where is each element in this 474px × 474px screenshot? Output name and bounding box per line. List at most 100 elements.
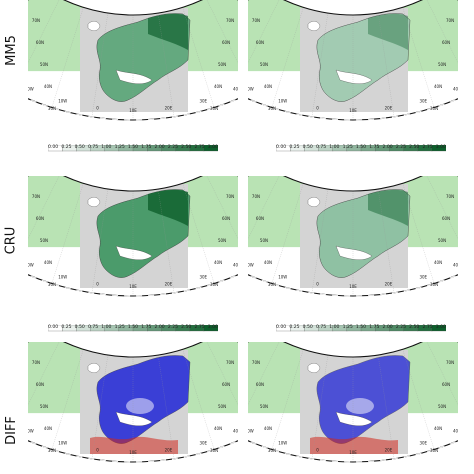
colorbar-tick-label: 1.50 <box>355 325 367 330</box>
meridian-line <box>182 349 215 450</box>
map-frame <box>28 176 238 297</box>
map-frame <box>248 176 458 297</box>
latitude-label: 70N <box>252 360 260 365</box>
latitude-label: 30N <box>430 106 438 111</box>
map-panel-cru-right: 30W20W10W010E20E30E40E50E30N30N40N40N50N… <box>248 176 458 308</box>
colorbar-tick-label: 0.25 <box>61 145 72 150</box>
colorbar-tick-label: 1.00 <box>101 325 112 330</box>
latitude-label: 40N <box>44 84 52 89</box>
colorbar-tick-label: 0.00 <box>48 325 59 330</box>
longitude-label: 40E <box>233 429 238 434</box>
mediterranean-sea <box>115 245 153 260</box>
longitude-label: 10W <box>58 440 67 445</box>
meridian-line <box>91 355 109 459</box>
colorbar-tick-label: 2.00 <box>382 325 393 330</box>
latitude-label: 70N <box>226 194 234 199</box>
colorbar-tick-label: 2.25 <box>395 325 407 330</box>
colorbar-tick-label: 1.25 <box>114 145 125 150</box>
map-frame <box>248 342 458 463</box>
longitude-label: 20W <box>28 87 34 92</box>
colorbar-tick-label: 1.00 <box>329 325 340 330</box>
longitude-label: 10W <box>278 274 287 279</box>
meridian-line <box>425 176 458 269</box>
colorbar-tick-label: 2.50 <box>181 145 192 150</box>
latitude-label: 40N <box>434 260 442 265</box>
latitude-label: 60N <box>222 40 230 45</box>
latitude-label: 30N <box>210 282 218 287</box>
latitude-label: 30N <box>210 106 218 111</box>
longitude-label: 0 <box>96 282 99 287</box>
latitude-label: 70N <box>252 18 260 23</box>
british-isles <box>87 21 101 31</box>
southern-red-anomaly <box>310 436 398 454</box>
colorbar-tick-label: 1.75 <box>369 325 380 330</box>
map-svg: 30W20W10W010E20E30E40E50E30N30N40N40N50N… <box>248 0 458 121</box>
longitude-label: 10E <box>349 450 357 455</box>
mediterranean-sea <box>115 411 153 426</box>
latitude-label: 30N <box>268 106 276 111</box>
meridian-line <box>28 342 61 435</box>
colorbar-tick-label: 2.25 <box>167 145 179 150</box>
longitude-label: 10E <box>129 284 137 289</box>
map-panel-diff-right: 30W20W10W010E20E30E40E50E30N30N40N40N50N… <box>248 342 458 474</box>
latitude-label: 40N <box>434 84 442 89</box>
row-label-cru: CRU <box>0 200 22 280</box>
latitude-label: 30N <box>48 448 56 453</box>
map-content <box>248 342 458 463</box>
longitude-label: 10W <box>278 98 287 103</box>
map-panel-mm5-right: 30W20W10W010E20E30E40E50E30N30N40N40N50N… <box>248 0 458 132</box>
latitude-label: 50N <box>438 62 446 67</box>
latitude-label: 70N <box>32 360 40 365</box>
mediterranean-sea <box>335 411 373 426</box>
british-isles <box>307 21 321 31</box>
longitude-label: 20W <box>248 429 254 434</box>
longitude-label: 10W <box>58 98 67 103</box>
colorbar-tick-label: 0.25 <box>289 325 300 330</box>
colorbar-tick-label: 2.25 <box>395 145 407 150</box>
mediterranean-sea <box>115 69 153 84</box>
longitude-label: 30E <box>419 98 427 103</box>
meridian-line <box>402 183 435 284</box>
longitude-label: 20W <box>248 87 254 92</box>
map-content <box>28 342 238 463</box>
northeast-shade <box>368 13 408 50</box>
latitude-label: 70N <box>446 360 454 365</box>
meridian-line <box>205 0 238 93</box>
colorbar-ticks: 0.00 0.25 0.50 0.75 1.00 1.25 1.50 1.75 2.00 2.25… <box>276 145 446 154</box>
longitude-label: 40E <box>453 87 458 92</box>
meridian-line <box>248 342 281 435</box>
longitude-label: 0 <box>96 448 99 453</box>
meridian-line <box>157 189 175 293</box>
meridian-line <box>377 189 395 293</box>
colorbar-tick-label: 0.50 <box>74 145 85 150</box>
british-isles <box>307 363 321 373</box>
latitude-label: 40N <box>44 260 52 265</box>
colorbar-tick-label: 0.50 <box>302 145 313 150</box>
longitude-label: 0 <box>316 448 319 453</box>
colorbar-cru-right: 0.00 0.25 0.50 0.75 1.00 1.25 1.50 1.75 2.00 2.25… <box>275 318 447 332</box>
row-label-text: CRU <box>3 226 19 254</box>
latitude-label: 30N <box>48 282 56 287</box>
latitude-label: 50N <box>438 404 446 409</box>
meridian-line <box>205 176 238 269</box>
meridian-line <box>157 355 175 459</box>
colorbar-gradient <box>47 144 219 152</box>
colorbar-mm5-left: 0.00 0.25 0.50 0.75 1.00 1.25 1.50 1.75 2.00 2.25… <box>47 138 219 152</box>
colorbar-tick-label: 1.00 <box>101 145 112 150</box>
longitude-label: 0 <box>96 106 99 111</box>
latitude-label: 60N <box>442 216 450 221</box>
colorbar-tick-label: 2.75 <box>194 145 205 150</box>
colorbar-gradient <box>275 324 447 332</box>
meridian-line <box>311 355 329 459</box>
latitude-label: 50N <box>438 238 446 243</box>
map-frame <box>28 342 238 463</box>
map-frame <box>248 0 458 121</box>
colorbar-tick-label: 0.00 <box>48 145 59 150</box>
colorbar-tick-label: 1.25 <box>342 145 353 150</box>
meridian-line <box>377 355 395 459</box>
latitude-label: 50N <box>40 404 48 409</box>
longitude-label: 30E <box>199 98 207 103</box>
meridian-line <box>402 349 435 450</box>
meridian-line <box>91 189 109 293</box>
longitude-label: 30E <box>419 274 427 279</box>
